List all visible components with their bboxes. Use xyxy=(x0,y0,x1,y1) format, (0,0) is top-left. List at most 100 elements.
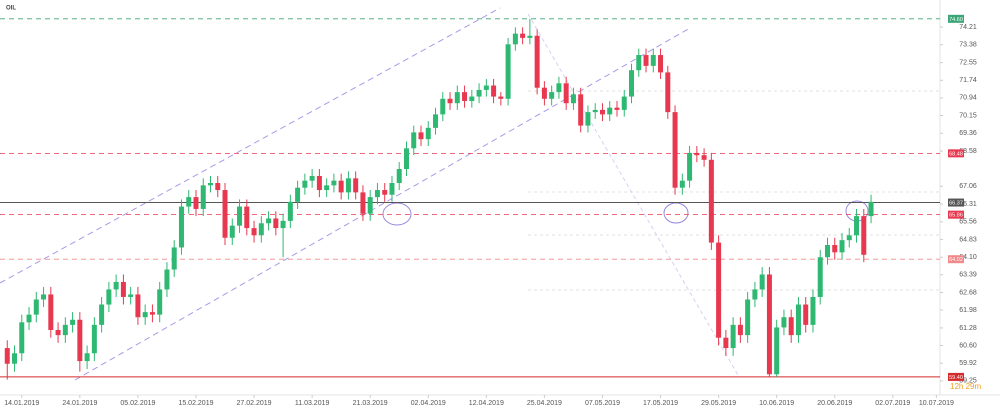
y-tick-label: 60.60 xyxy=(959,342,977,349)
candle-body xyxy=(454,92,460,104)
y-tick-label: 71.74 xyxy=(959,77,977,84)
candle-body xyxy=(258,223,264,236)
level-label: 59.40 xyxy=(949,375,963,381)
candle-body xyxy=(570,94,576,104)
candle-body xyxy=(781,317,787,328)
candle-body xyxy=(679,180,685,188)
candle-body xyxy=(832,245,838,253)
candle-body xyxy=(120,281,126,297)
x-tick-label: 10.07.2019 xyxy=(919,400,954,407)
candle-body xyxy=(759,274,765,290)
candle-body xyxy=(737,324,743,336)
level-label: 68.48 xyxy=(949,151,963,157)
candle-body xyxy=(403,148,409,170)
candle-body xyxy=(839,240,845,253)
candle-body xyxy=(128,294,134,297)
x-tick-label: 17.05.2019 xyxy=(643,400,678,407)
candle-body xyxy=(701,155,707,160)
candle-body xyxy=(498,96,504,99)
candle-body xyxy=(208,183,214,186)
level-label-box xyxy=(948,372,964,381)
candle-body xyxy=(658,55,664,73)
x-tick-label: 14.01.2019 xyxy=(4,400,39,407)
candle-body xyxy=(447,98,453,104)
candle-body xyxy=(273,218,279,229)
candle-body xyxy=(723,337,729,349)
candle-body xyxy=(868,201,874,217)
candle-body xyxy=(48,294,54,330)
candle-body xyxy=(418,132,424,140)
candle-body xyxy=(91,324,97,354)
candle-body xyxy=(324,185,330,191)
x-tick-label: 10.06.2019 xyxy=(759,400,794,407)
candle-body xyxy=(541,87,547,99)
level-label-box xyxy=(948,210,964,219)
level-label-box xyxy=(948,149,964,158)
candle-body xyxy=(396,169,402,184)
candle-body xyxy=(788,317,794,336)
candle-body xyxy=(745,299,751,336)
y-tick-label: 64.10 xyxy=(959,254,977,261)
y-tick-label: 65.56 xyxy=(959,219,977,226)
channel-line xyxy=(0,7,501,284)
candle-body xyxy=(607,107,613,115)
x-tick-label: 05.02.2019 xyxy=(120,400,155,407)
candle-body xyxy=(331,180,337,186)
candle-body xyxy=(353,178,359,193)
candle-body xyxy=(41,294,47,300)
candle-body xyxy=(215,183,221,191)
candle-body xyxy=(287,201,293,221)
candle-body xyxy=(629,70,635,97)
candle-body xyxy=(309,176,315,181)
candle-body xyxy=(186,197,192,207)
candle-body xyxy=(585,112,591,126)
candle-body xyxy=(512,33,518,45)
candle-body xyxy=(244,206,250,229)
x-tick-label: 15.02.2019 xyxy=(178,400,213,407)
candle-body xyxy=(817,257,823,297)
candle-body xyxy=(433,114,439,128)
y-tick-label: 68.58 xyxy=(959,148,977,155)
candle-body xyxy=(650,55,656,66)
channel xyxy=(0,7,691,381)
candle-body xyxy=(389,183,395,195)
candle-body xyxy=(774,327,780,375)
x-tick-label: 24.01.2019 xyxy=(62,400,97,407)
candle-body xyxy=(483,85,489,90)
y-tick-label: 61.98 xyxy=(959,307,977,314)
candle-body xyxy=(200,185,206,209)
y-tick-label: 62.68 xyxy=(959,289,977,296)
candle-body xyxy=(113,281,119,290)
x-tick-label: 25.04.2019 xyxy=(527,400,562,407)
candle-body xyxy=(99,304,105,325)
candle-body xyxy=(338,180,344,193)
candle-body xyxy=(157,289,163,315)
y-tick-label: 72.55 xyxy=(959,59,977,66)
candle-body xyxy=(599,109,605,115)
candle-body xyxy=(266,218,272,224)
candle-body xyxy=(520,33,526,38)
channel-line xyxy=(74,27,691,381)
candle-body xyxy=(505,44,511,99)
y-tick-label: 67.06 xyxy=(959,183,977,190)
candle-body xyxy=(360,192,366,214)
candle-body xyxy=(193,197,199,209)
candle-body xyxy=(846,235,852,241)
candle-body xyxy=(33,299,39,315)
candle-body xyxy=(251,228,257,236)
x-tick-label: 02.04.2019 xyxy=(411,400,446,407)
x-tick-label: 21.03.2019 xyxy=(353,400,388,407)
y-tick-label: 70.15 xyxy=(959,112,977,119)
level-label-box xyxy=(948,198,964,207)
candle-body xyxy=(491,85,497,97)
candle-body xyxy=(665,72,671,113)
candle-body xyxy=(716,242,722,338)
candle-body xyxy=(556,83,562,93)
candle-body xyxy=(70,319,76,325)
candle-body xyxy=(382,190,388,195)
candle-body xyxy=(708,159,714,243)
candle-body xyxy=(578,94,584,126)
candle-body xyxy=(229,225,235,238)
